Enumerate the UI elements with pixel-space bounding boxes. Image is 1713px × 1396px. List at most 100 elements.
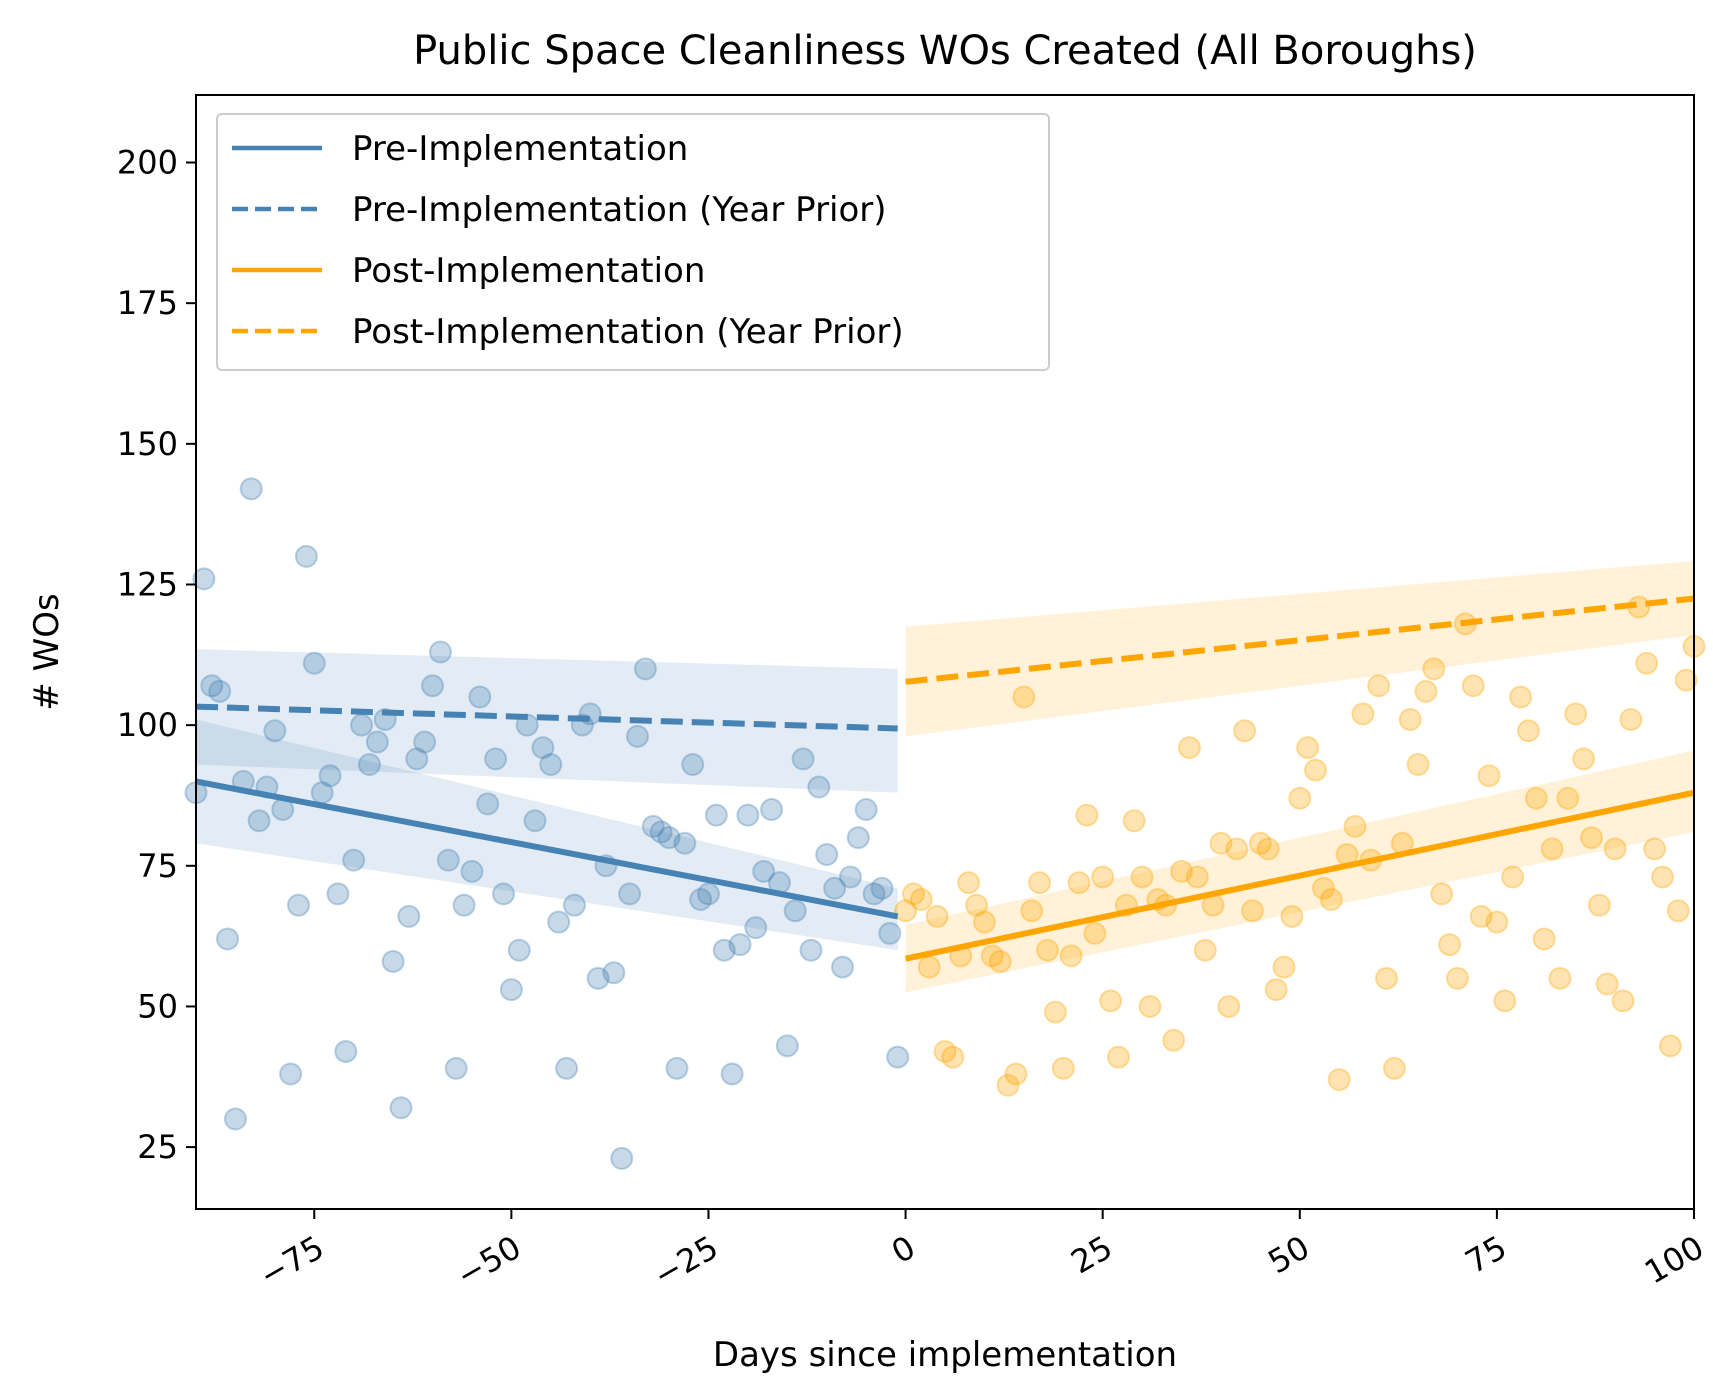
scatter-point-pre <box>791 747 815 771</box>
scatter-point-post <box>1288 786 1312 810</box>
plot-frame <box>195 94 1695 1210</box>
scatter-point-post <box>1296 736 1320 760</box>
scatter-point-post <box>917 955 941 979</box>
scatter-point-post <box>1067 871 1091 895</box>
scatter-point-pre <box>223 1107 247 1131</box>
y-tick-label: 100 <box>117 706 178 744</box>
scatter-point-post <box>1650 865 1674 889</box>
trend-line-3 <box>905 595 1695 685</box>
scatter-point-pre <box>846 826 870 850</box>
scatter-point-pre <box>657 826 681 850</box>
legend: Pre-Implementation Pre-Implementation (Y… <box>216 113 1050 371</box>
trend-lines <box>195 595 1695 962</box>
scatter-point-pre <box>712 938 736 962</box>
scatter-point-post <box>1004 1062 1028 1086</box>
scatter-point-pre <box>460 859 484 883</box>
scatter-point-post <box>988 949 1012 973</box>
scatter-point-post <box>1304 758 1328 782</box>
scatter-point-pre <box>192 567 216 591</box>
scatter-point-pre <box>208 679 232 703</box>
scatter-point-post <box>1485 910 1509 934</box>
confidence-band-2 <box>905 750 1694 993</box>
scatter-point-post <box>1532 927 1556 951</box>
scatter-point-post <box>1572 747 1596 771</box>
scatter-point-pre <box>421 674 445 698</box>
scatter-point-post <box>1658 1034 1682 1058</box>
scatter-point-post <box>1028 871 1052 895</box>
scatter-point-pre <box>428 640 452 664</box>
scatter-point-post <box>1548 966 1572 990</box>
scatter-point-post <box>1516 719 1540 743</box>
scatter-point-pre <box>397 904 421 928</box>
scatter-point-post <box>1248 831 1272 855</box>
scatter-point-pre <box>484 747 508 771</box>
scatter-point-pre <box>775 1034 799 1058</box>
scatter-point-post <box>1564 702 1588 726</box>
scatter-point-post <box>1020 899 1044 923</box>
scatter-point-pre <box>736 803 760 827</box>
scatter-points <box>184 477 1706 1170</box>
scatter-point-post <box>1666 899 1690 923</box>
scatter-point-pre <box>547 910 571 934</box>
scatter-point-post <box>1445 966 1469 990</box>
scatter-point-pre <box>838 865 862 889</box>
scatter-point-pre <box>586 966 610 990</box>
scatter-point-pre <box>286 893 310 917</box>
scatter-point-pre <box>452 893 476 917</box>
scatter-point-post <box>1595 972 1619 996</box>
scatter-point-pre <box>200 674 224 698</box>
legend-label-pre-year-prior: Pre-Implementation (Year Prior) <box>352 190 887 230</box>
scatter-point-post <box>894 899 918 923</box>
scatter-point-post <box>1430 882 1454 906</box>
scatter-point-pre <box>831 955 855 979</box>
scatter-point-post <box>1091 865 1115 889</box>
scatter-point-pre <box>618 882 642 906</box>
scatter-point-pre <box>531 736 555 760</box>
y-tick-label: 150 <box>117 425 178 463</box>
scatter-point-pre <box>854 798 878 822</box>
scatter-point-pre <box>413 730 437 754</box>
confidence-band-0 <box>196 719 898 951</box>
x-tick-label: −75 <box>253 1228 330 1295</box>
x-tick-label: 100 <box>1638 1228 1710 1291</box>
confidence-bands <box>196 560 1694 993</box>
scatter-point-post <box>1099 989 1123 1013</box>
scatter-point-pre <box>476 792 500 816</box>
scatter-point-pre <box>294 544 318 568</box>
scatter-point-post <box>941 1045 965 1069</box>
scatter-point-pre <box>728 933 752 957</box>
scatter-point-post <box>933 1039 957 1063</box>
scatter-point-post <box>1406 753 1430 777</box>
x-tick-label: 25 <box>1064 1228 1118 1281</box>
scatter-point-pre <box>870 876 894 900</box>
scatter-point-pre <box>247 809 271 833</box>
scatter-point-pre <box>539 753 563 777</box>
y-tick-label: 75 <box>137 847 178 885</box>
scatter-point-post <box>1382 1056 1406 1080</box>
scatter-point-post <box>1438 933 1462 957</box>
scatter-point-pre <box>878 921 902 945</box>
scatter-point-pre <box>823 876 847 900</box>
scatter-point-post <box>1122 809 1146 833</box>
x-tick-label: 0 <box>885 1228 922 1271</box>
scatter-point-pre <box>807 775 831 799</box>
scatter-point-pre <box>491 882 515 906</box>
scatter-point-post <box>1059 944 1083 968</box>
scatter-point-pre <box>689 888 713 912</box>
scatter-point-pre <box>334 1039 358 1063</box>
scatter-point-post <box>1193 938 1217 962</box>
scatter-point-post <box>996 1073 1020 1097</box>
x-tick-label: −25 <box>647 1228 724 1295</box>
scatter-point-pre <box>468 685 492 709</box>
scatter-point-post <box>1461 674 1485 698</box>
scatter-point-pre <box>326 882 350 906</box>
scatter-point-post <box>1138 994 1162 1018</box>
scatter-point-pre <box>318 764 342 788</box>
scatter-point-post <box>1509 685 1533 709</box>
x-tick-label: −50 <box>450 1228 527 1295</box>
scatter-point-post <box>1256 837 1280 861</box>
trend-line-1 <box>195 703 898 732</box>
scatter-point-post <box>1398 708 1422 732</box>
scatter-point-pre <box>696 882 720 906</box>
scatter-point-pre <box>507 938 531 962</box>
